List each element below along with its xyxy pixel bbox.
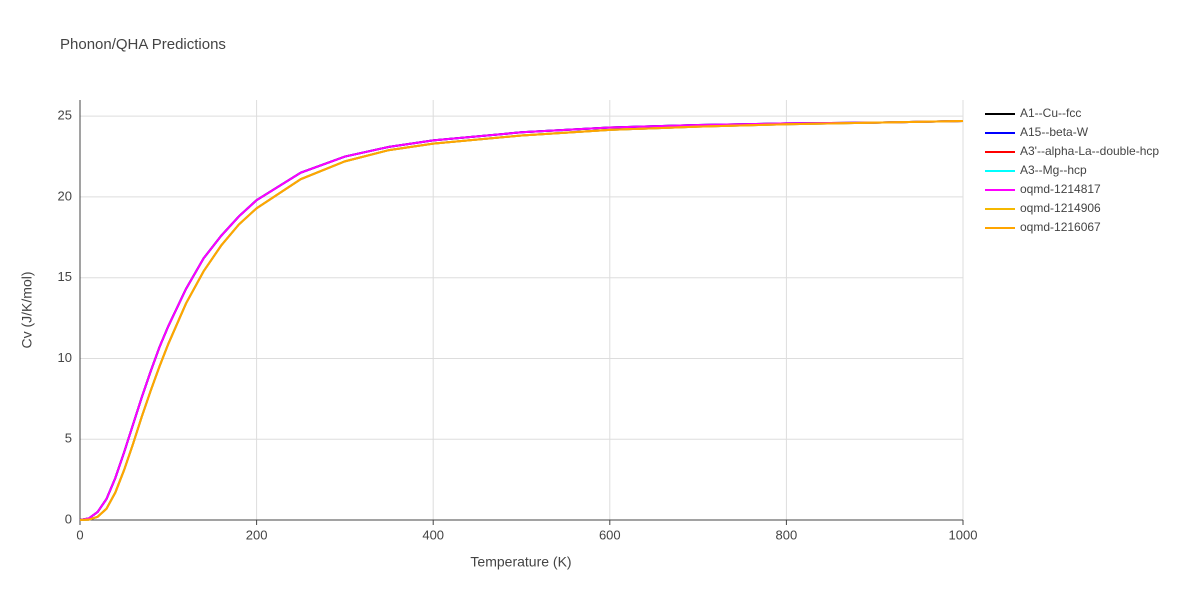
x-tick-label: 800 (776, 527, 798, 542)
x-tick-label: 600 (599, 527, 621, 542)
x-tick-label: 0 (76, 527, 83, 542)
x-tick-label: 200 (246, 527, 268, 542)
y-tick-label: 15 (58, 269, 72, 284)
x-axis-label: Temperature (K) (470, 554, 571, 570)
x-tick-label: 1000 (949, 527, 978, 542)
y-tick-label: 5 (65, 431, 72, 446)
y-axis-label: Cv (J/K/mol) (19, 272, 35, 349)
y-tick-label: 20 (58, 188, 72, 203)
series-line (79, 120, 964, 521)
y-tick-label: 10 (58, 350, 72, 365)
series-line (79, 120, 964, 521)
legend-label: A15--beta-W (1020, 125, 1089, 139)
legend-label: oqmd-1216067 (1020, 220, 1101, 234)
series-line (79, 120, 964, 521)
legend-label: A3--Mg--hcp (1020, 163, 1087, 177)
series-line (79, 120, 964, 521)
legend-label: A3'--alpha-La--double-hcp (1020, 144, 1159, 158)
legend-label: A1--Cu--fcc (1020, 106, 1081, 120)
legend-label: oqmd-1214817 (1020, 182, 1101, 196)
y-tick-label: 25 (58, 108, 72, 123)
series-line (79, 120, 964, 521)
series-line (79, 120, 964, 521)
chart-title: Phonon/QHA Predictions (60, 36, 226, 53)
legend-label: oqmd-1214906 (1020, 201, 1101, 215)
series-line (79, 120, 964, 521)
y-tick-label: 0 (65, 511, 72, 526)
x-tick-label: 400 (422, 527, 444, 542)
